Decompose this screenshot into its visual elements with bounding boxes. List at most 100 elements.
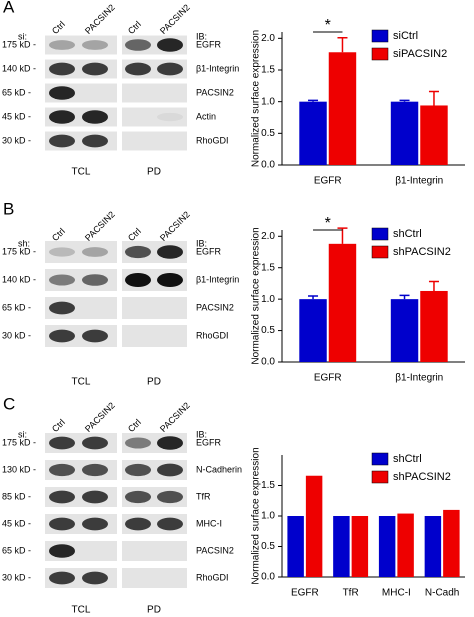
blot-band [157, 273, 183, 287]
error-bar [337, 36, 348, 53]
bar [287, 516, 304, 577]
y-tick-label: 0.0 [261, 572, 275, 583]
y-axis-label: Normalized surface expression [251, 30, 262, 167]
lane-label: PACSIN2 [83, 209, 117, 243]
lane-label: PACSIN2 [158, 2, 192, 36]
blot-prefix: sh: [18, 238, 30, 248]
group-label: PD [147, 605, 161, 616]
blot-band [125, 490, 151, 504]
blot-band [157, 38, 183, 52]
bar [390, 299, 419, 362]
y-tick-label: 1.5 [261, 65, 275, 76]
x-tick-label: N-Cadh [425, 588, 459, 599]
x-tick-label: β1-Integrin [395, 176, 443, 187]
blot-strip [122, 325, 187, 347]
blot-band [49, 62, 75, 76]
error-bar [399, 99, 410, 102]
kd-label: 140 kD - [2, 63, 36, 73]
error-bar [337, 227, 348, 244]
legend-label: shCtrl [393, 228, 422, 240]
lane-label: Ctrl [126, 226, 143, 243]
blot-strip [122, 568, 187, 588]
blot-strip [122, 107, 187, 127]
legend-swatch [371, 470, 389, 484]
lane-label: Ctrl [50, 19, 67, 36]
y-tick-label: 1.5 [261, 262, 275, 273]
blot-band [157, 463, 183, 477]
ib-label: IB: [196, 238, 207, 248]
blot-band [49, 329, 75, 343]
blot-prefix: si: [18, 31, 27, 41]
lane-label: PACSIN2 [158, 209, 192, 243]
significance-mark: * [325, 17, 331, 34]
legend-swatch [371, 47, 389, 61]
blot-band [82, 571, 108, 585]
legend-swatch [371, 452, 389, 466]
ib-name: MHC-I [196, 518, 222, 528]
ib-name: Actin [196, 111, 216, 121]
blot-band [157, 436, 183, 450]
y-tick-label: 0.5 [261, 325, 275, 336]
bar [424, 516, 442, 577]
ib-name: PACSIN2 [196, 87, 234, 97]
panel-label: C [3, 394, 15, 413]
blot-band [157, 62, 183, 76]
blot-band [82, 274, 108, 286]
blot-band [82, 40, 108, 50]
error-bar [399, 294, 410, 300]
blot-band [49, 40, 75, 50]
y-tick-label: 0.5 [261, 541, 275, 552]
blot-band [82, 134, 108, 148]
y-tick-label: 1.0 [261, 294, 275, 305]
blot-strip [122, 83, 187, 103]
bar [420, 105, 448, 165]
y-tick-label: 2.0 [261, 33, 275, 44]
ib-name: EGFR [196, 39, 222, 49]
blot-band [49, 134, 75, 148]
legend-label: shPACSIN2 [393, 246, 451, 258]
bar [305, 475, 323, 577]
blot-band [82, 247, 108, 257]
ib-name: RhoGDI [196, 330, 229, 340]
ib-name: TfR [196, 491, 211, 501]
legend-swatch [371, 245, 389, 259]
legend-swatch [371, 227, 389, 241]
y-tick-label: 2.0 [261, 231, 275, 242]
panel-label: B [3, 199, 14, 218]
blot-band [49, 86, 75, 100]
ib-name: RhoGDI [196, 135, 229, 145]
ib-label: IB: [196, 429, 207, 439]
y-tick-label: 1.0 [261, 96, 275, 107]
ib-name: RhoGDI [196, 572, 229, 582]
lane-label: PACSIN2 [83, 400, 117, 434]
panel-label: A [3, 0, 15, 16]
group-label: TCL [72, 605, 91, 616]
lane-label: PACSIN2 [158, 400, 192, 434]
y-tick-label: 0.0 [261, 160, 275, 171]
kd-label: 45 kD - [2, 111, 31, 121]
lane-label: Ctrl [126, 19, 143, 36]
kd-label: 30 kD - [2, 330, 31, 340]
x-tick-label: EGFR [291, 588, 319, 599]
blot-strip [45, 241, 117, 263]
x-tick-label: β1-Integrin [395, 373, 443, 384]
blot-band [49, 247, 75, 257]
x-tick-label: MHC-I [382, 588, 411, 599]
bar [420, 290, 448, 362]
blot-band [49, 544, 75, 558]
blot-band [82, 490, 108, 504]
kd-label: 85 kD - [2, 491, 31, 501]
ib-name: PACSIN2 [196, 545, 234, 555]
bar [443, 509, 460, 577]
bar [390, 101, 419, 165]
blot-band [125, 463, 151, 477]
y-tick-label: 0.0 [261, 357, 275, 368]
blot-band [157, 490, 183, 504]
lane-label: PACSIN2 [83, 2, 117, 36]
error-bar [308, 295, 319, 300]
blot-band [125, 437, 151, 449]
blot-band [82, 110, 108, 124]
kd-label: 65 kD - [2, 545, 31, 555]
lane-label: Ctrl [126, 417, 143, 434]
group-label: PD [147, 377, 161, 388]
